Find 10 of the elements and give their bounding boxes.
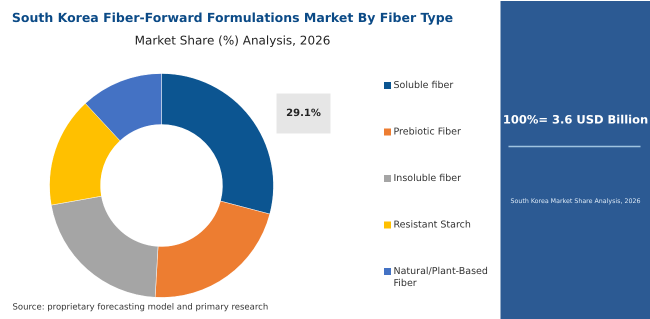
source-note: Source: proprietary forecasting model and primary research (12, 302, 268, 312)
chart-title: South Korea Fiber-Forward Formulations Market By Fiber Type (12, 10, 454, 25)
legend-label: Soluble fiber (394, 80, 454, 91)
chart-subtitle: Market Share (%) Analysis, 2026 (134, 34, 330, 48)
legend-label: Insoluble fiber (394, 173, 462, 184)
legend-label: Prebiotic Fiber (394, 126, 461, 138)
legend-label: Resistant Starch (394, 220, 471, 230)
legend-label: Natural/Plant-Based Fiber (394, 266, 488, 289)
data-label: 29.1% (286, 108, 321, 119)
text: 100%= 3.6 USD Billion (502, 112, 648, 126)
